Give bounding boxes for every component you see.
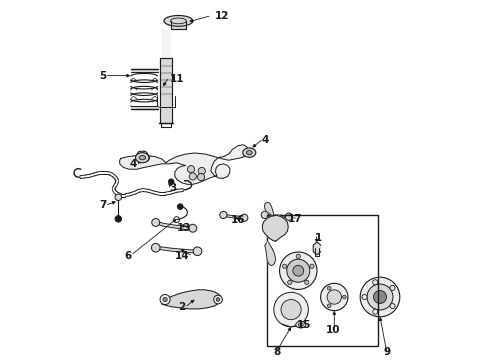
Circle shape [160, 294, 170, 305]
Circle shape [216, 298, 220, 301]
Polygon shape [265, 202, 274, 216]
Bar [267, 215, 378, 346]
Circle shape [198, 167, 205, 175]
Circle shape [214, 295, 222, 304]
Text: 4: 4 [130, 159, 137, 169]
Circle shape [189, 173, 196, 180]
Text: 6: 6 [124, 251, 132, 261]
Polygon shape [265, 242, 275, 266]
Text: 5: 5 [99, 71, 106, 81]
Circle shape [296, 254, 300, 258]
Text: 13: 13 [176, 222, 191, 233]
Circle shape [320, 283, 348, 311]
Circle shape [373, 280, 378, 285]
Circle shape [373, 291, 387, 303]
Text: 9: 9 [384, 347, 391, 357]
Circle shape [152, 219, 160, 226]
Text: 10: 10 [326, 325, 341, 336]
Text: 7: 7 [99, 200, 106, 210]
Circle shape [310, 264, 314, 269]
Circle shape [288, 280, 292, 284]
Circle shape [280, 252, 317, 289]
Text: 3: 3 [170, 183, 177, 193]
Circle shape [327, 304, 331, 307]
Text: 17: 17 [288, 214, 303, 224]
Circle shape [287, 259, 310, 282]
Circle shape [367, 284, 393, 310]
Circle shape [189, 224, 197, 232]
Polygon shape [160, 58, 172, 123]
Circle shape [327, 287, 331, 290]
Text: 11: 11 [170, 74, 184, 84]
Ellipse shape [139, 156, 146, 160]
Ellipse shape [298, 323, 303, 326]
Polygon shape [120, 145, 248, 184]
Polygon shape [262, 215, 288, 241]
Polygon shape [265, 214, 289, 218]
Circle shape [197, 174, 205, 181]
Circle shape [163, 297, 167, 302]
Polygon shape [156, 221, 193, 230]
Text: 1: 1 [315, 233, 322, 243]
Circle shape [241, 214, 248, 221]
Text: 16: 16 [231, 215, 245, 225]
Circle shape [115, 216, 122, 222]
Circle shape [327, 290, 342, 304]
Circle shape [281, 300, 301, 320]
Polygon shape [223, 214, 245, 219]
Circle shape [293, 265, 304, 276]
Ellipse shape [164, 15, 193, 26]
Polygon shape [156, 246, 197, 253]
Circle shape [285, 213, 293, 220]
Circle shape [373, 309, 378, 314]
Polygon shape [163, 30, 169, 73]
Polygon shape [130, 106, 158, 109]
Circle shape [390, 285, 395, 291]
Circle shape [169, 179, 174, 185]
Text: 12: 12 [215, 11, 229, 21]
Ellipse shape [243, 148, 256, 157]
Polygon shape [171, 21, 186, 29]
Circle shape [274, 292, 308, 327]
Ellipse shape [296, 321, 306, 328]
Text: 2: 2 [178, 302, 186, 312]
Circle shape [187, 166, 195, 173]
Ellipse shape [136, 153, 149, 163]
Text: 15: 15 [297, 320, 312, 330]
Circle shape [362, 294, 367, 300]
Polygon shape [313, 242, 321, 255]
Circle shape [282, 264, 287, 269]
Circle shape [390, 303, 395, 309]
Polygon shape [130, 69, 158, 72]
Circle shape [220, 211, 227, 219]
Circle shape [193, 247, 202, 256]
Circle shape [177, 204, 183, 210]
Ellipse shape [246, 150, 252, 155]
Text: 4: 4 [261, 135, 269, 145]
Circle shape [115, 194, 122, 201]
Circle shape [360, 277, 400, 317]
Circle shape [305, 280, 309, 284]
Circle shape [261, 211, 269, 219]
Text: 14: 14 [174, 251, 189, 261]
Polygon shape [162, 290, 221, 309]
Circle shape [151, 243, 160, 252]
Circle shape [343, 295, 346, 299]
Text: 8: 8 [274, 347, 281, 357]
